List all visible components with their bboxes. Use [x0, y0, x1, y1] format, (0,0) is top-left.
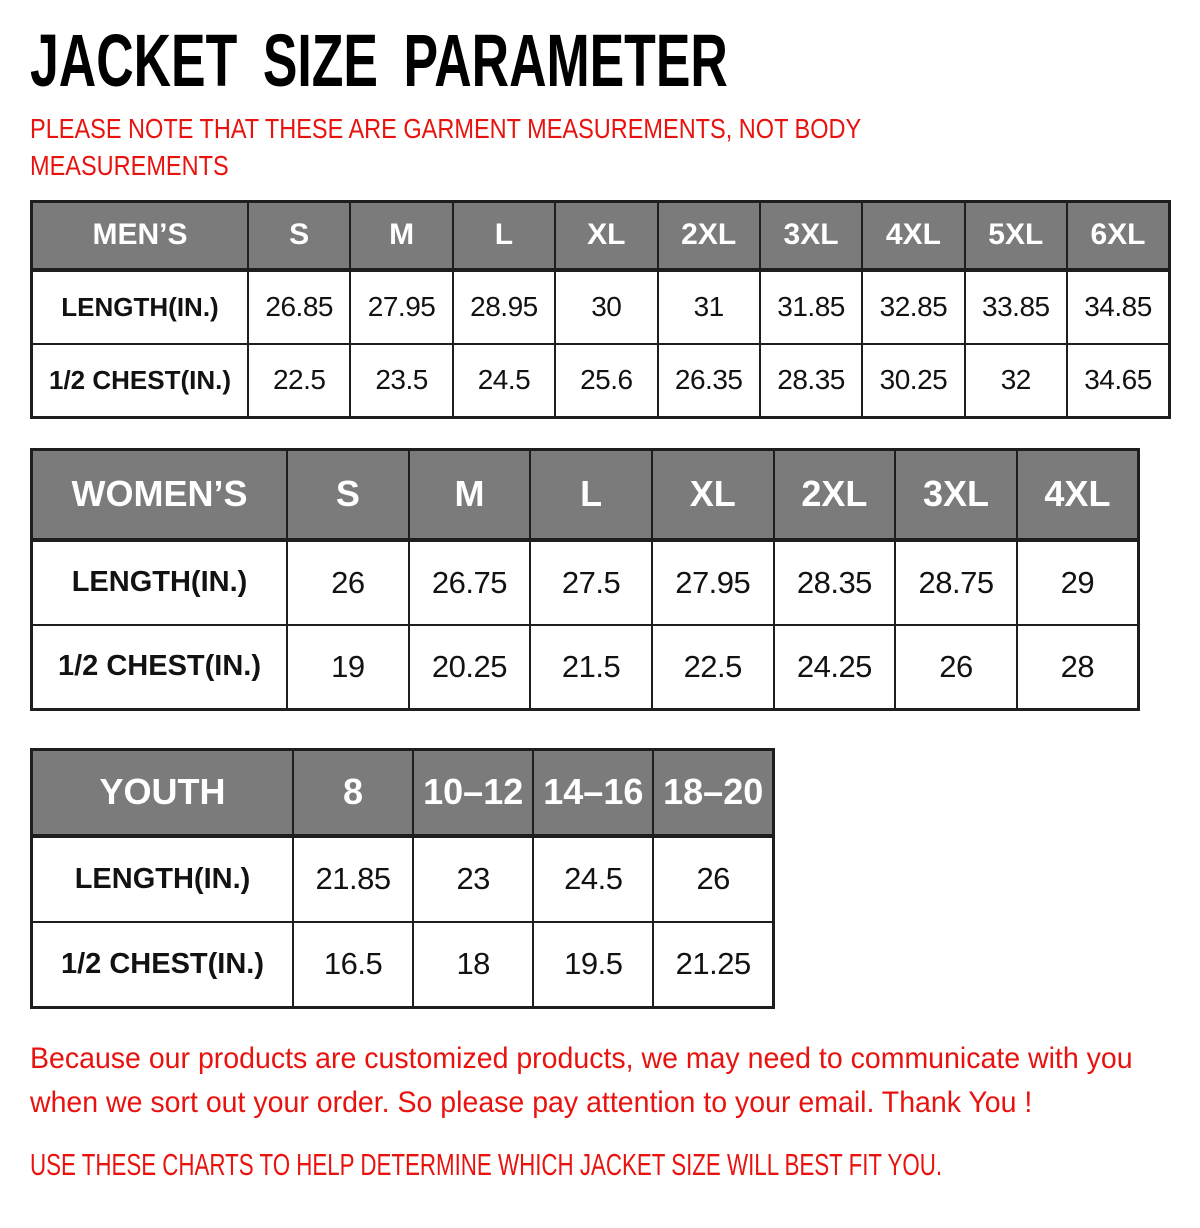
size-value-cell: 28.35 [758, 342, 864, 419]
size-value-cell: 28.75 [894, 538, 1018, 626]
usage-instruction: USE THESE CHARTS TO HELP DETERMINE WHICH… [30, 1147, 943, 1182]
size-value-cell: 21.85 [291, 834, 415, 923]
womens-size-table: WOMEN’S S M L XL 2XL 3XL 4XL LENGTH(IN.) 26 26.75 2… [30, 448, 1140, 711]
size-value-cell: 19 [286, 623, 410, 711]
size-value-cell: 19.5 [532, 920, 655, 1009]
note-line-1: PLEASE NOTE THAT THESE ARE GARMENT MEASU… [30, 113, 862, 144]
size-value-cell: 33.85 [963, 268, 1069, 345]
size-value-cell: 18 [412, 920, 535, 1009]
size-value-cell: 26 [286, 538, 410, 626]
size-header-cell: XL [650, 448, 775, 542]
size-header-cell: 10–12 [412, 748, 535, 838]
size-value-cell: 21.5 [529, 623, 653, 711]
size-value-cell: 30 [554, 268, 659, 345]
size-header-cell: 2XL [772, 448, 897, 542]
size-value-cell: 26.35 [656, 342, 761, 419]
row-label-cell: 1/2 CHEST(IN.) [30, 623, 288, 711]
note-line-2: MEASUREMENTS [30, 150, 229, 181]
size-value-cell: 24.5 [451, 342, 557, 419]
size-value-cell: 20.25 [407, 623, 532, 711]
size-header-cell: 2XL [656, 200, 761, 272]
size-value-cell: 26.75 [407, 538, 532, 626]
size-value-cell: 32 [963, 342, 1069, 419]
size-value-cell: 21.25 [652, 920, 775, 1009]
size-header-cell: 14–16 [532, 748, 655, 838]
size-header-cell: L [451, 200, 557, 272]
row-label-cell: 1/2 CHEST(IN.) [30, 342, 249, 419]
size-header-cell: 3XL [758, 200, 864, 272]
mens-size-table: MEN’S S M L XL 2XL 3XL 4XL 5XL 6XL LENGTH(IN.) 26.8… [30, 200, 1171, 419]
row-label-cell: LENGTH(IN.) [30, 834, 294, 923]
size-header-cell: M [407, 448, 532, 542]
size-value-cell: 26 [652, 834, 775, 923]
size-value-cell: 32.85 [861, 268, 966, 345]
size-value-cell: 31.85 [758, 268, 864, 345]
size-chart-page: JACKET SIZE PARAMETER PLEASE NOTE THAT T… [0, 19, 1200, 1228]
size-value-cell: 29 [1015, 538, 1140, 626]
page-title: JACKET SIZE PARAMETER [30, 19, 728, 102]
size-header-cell: 3XL [894, 448, 1018, 542]
size-value-cell: 27.95 [650, 538, 775, 626]
size-value-cell: 28.35 [772, 538, 897, 626]
size-value-cell: 27.95 [349, 268, 454, 345]
size-value-cell: 23 [412, 834, 535, 923]
table-title-cell: YOUTH [30, 748, 294, 838]
size-value-cell: 22.5 [650, 623, 775, 711]
youth-size-table: YOUTH 8 10–12 14–16 18–20 LENGTH(IN.) 21.85 23 2… [30, 748, 775, 1009]
size-value-cell: 26.85 [246, 268, 352, 345]
row-label-cell: 1/2 CHEST(IN.) [30, 920, 294, 1009]
table-title-cell: WOMEN’S [30, 448, 288, 542]
size-value-cell: 23.5 [349, 342, 454, 419]
size-value-cell: 26 [894, 623, 1018, 711]
size-value-cell: 24.5 [532, 834, 655, 923]
customization-notice: Because our products are customized prod… [30, 1037, 1142, 1125]
size-value-cell: 16.5 [291, 920, 415, 1009]
size-header-cell: XL [554, 200, 659, 272]
garment-measurement-note: PLEASE NOTE THAT THESE ARE GARMENT MEASU… [30, 110, 1013, 184]
customization-notice-line-1: Because our products are customized prod… [30, 1042, 1133, 1075]
size-value-cell: 27.5 [529, 538, 653, 626]
size-header-cell: M [349, 200, 454, 272]
size-value-cell: 34.85 [1066, 268, 1171, 345]
customization-notice-line-2: when we sort out your order. So please p… [30, 1086, 1033, 1119]
size-header-cell: 5XL [963, 200, 1069, 272]
size-header-cell: 18–20 [652, 748, 775, 838]
size-value-cell: 28 [1015, 623, 1140, 711]
size-value-cell: 30.25 [861, 342, 966, 419]
row-label-cell: LENGTH(IN.) [30, 268, 249, 345]
row-label-cell: LENGTH(IN.) [30, 538, 288, 626]
size-value-cell: 22.5 [246, 342, 352, 419]
table-title-cell: MEN’S [30, 200, 249, 272]
size-header-cell: L [529, 448, 653, 542]
size-header-cell: 4XL [861, 200, 966, 272]
size-header-cell: 8 [291, 748, 415, 838]
size-value-cell: 31 [656, 268, 761, 345]
size-value-cell: 34.65 [1066, 342, 1171, 419]
size-value-cell: 28.95 [451, 268, 557, 345]
size-header-cell: 6XL [1066, 200, 1171, 272]
size-value-cell: 24.25 [772, 623, 897, 711]
size-header-cell: S [286, 448, 410, 542]
size-value-cell: 25.6 [554, 342, 659, 419]
size-header-cell: S [246, 200, 352, 272]
size-header-cell: 4XL [1015, 448, 1140, 542]
